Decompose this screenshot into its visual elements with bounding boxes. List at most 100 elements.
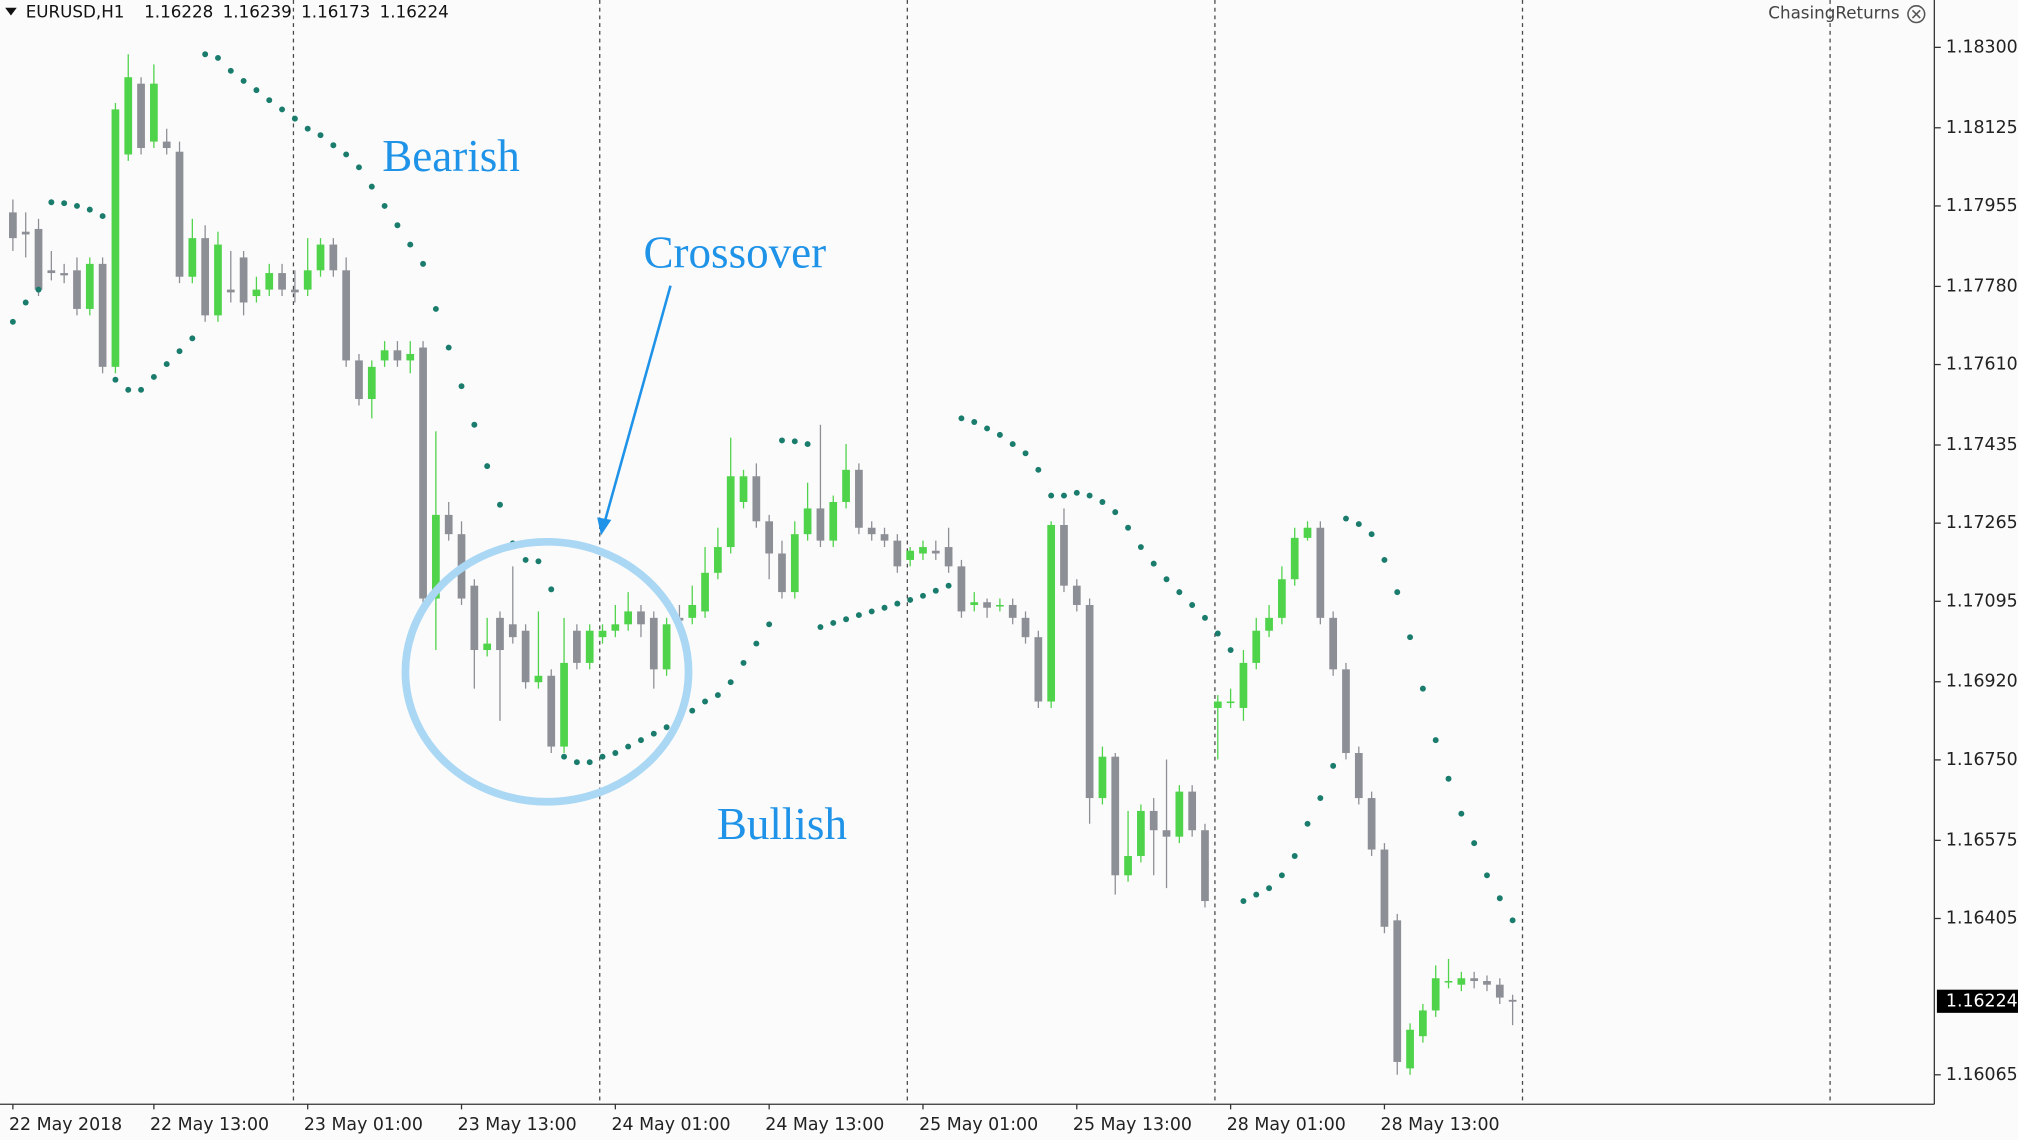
close-icon[interactable] [1907,5,1926,24]
sar-dot [227,67,234,74]
sar-dot [279,106,286,113]
y-tick-label: 1.16575 [1946,830,2018,850]
sar-dot [625,743,632,750]
candle-body [893,540,902,567]
sar-dot [317,132,324,139]
candle-body [714,547,722,573]
sar-dot [163,361,170,368]
candle-body [265,273,274,290]
sar-dot [920,592,926,599]
candle-body [752,476,761,522]
plot [9,51,1517,1075]
sar-dot [1048,492,1055,499]
candle-body [1431,978,1440,1011]
candle-body [303,270,312,290]
x-tick-label: 25 May 13:00 [1073,1115,1192,1135]
header-open: 1.16228 [144,1,213,21]
sar-dot [868,608,875,615]
sar-dot [804,441,811,448]
sar-dot [1419,685,1426,692]
sar-dot [1355,521,1362,528]
arrow-head [597,517,612,536]
sar-dot [650,730,657,737]
sar-dot [843,616,850,623]
candle-body [906,550,915,560]
candle-body [226,289,235,293]
candle-body [406,353,415,361]
candle-body [829,502,838,541]
close-x[interactable] [1911,9,1921,19]
candle-body [162,141,171,149]
sar-dot [689,707,696,714]
candle-body [85,263,94,309]
sar-dot [1073,489,1080,496]
sar-dot [996,431,1003,438]
sar-dot [1112,509,1119,516]
candle-body [662,624,671,670]
candle-body [150,83,158,142]
candle-body [1316,527,1325,618]
y-tick-label: 1.16405 [1946,908,2018,928]
sar-dot [484,463,491,470]
candle-body [970,602,979,605]
candle-body [1149,810,1158,831]
candle-body [534,675,543,683]
candle-body [1278,579,1286,618]
candle-body [778,553,786,593]
candle-body [496,617,504,651]
x-tick-label: 22 May 13:00 [150,1115,269,1135]
annotation: Bearish [382,131,520,181]
header-low: 1.16173 [301,1,370,21]
sar-dot [535,558,542,565]
y-tick-label: 1.16065 [1946,1065,2018,1085]
candle-body [329,244,338,271]
sar-dot [1330,762,1337,769]
sar-dot [458,383,465,390]
sar-dot [1061,492,1067,499]
x-tick-label: 23 May 01:00 [304,1115,423,1135]
candle-body [419,347,427,599]
sar-dot [727,679,734,686]
sar-dot [1163,576,1170,583]
x-tick-label: 23 May 13:00 [458,1115,577,1135]
sar-dot [253,87,260,94]
sar-dot [522,556,529,563]
sar-dot [86,206,93,213]
sar-dot [1368,531,1375,538]
candle-body [1290,537,1299,580]
sar-dot [1278,872,1285,879]
y-tick-label: 1.16920 [1946,672,2018,692]
candle-body [765,521,774,554]
header-close: 1.16224 [380,1,449,21]
x-tick-label: 28 May 01:00 [1227,1115,1346,1135]
sar-dot [291,115,298,122]
candle-body [355,360,363,400]
sar-dot [1304,820,1311,827]
candle-body [1034,637,1043,702]
candle-body [1201,830,1209,902]
sar-dot [766,621,773,628]
sar-dot [548,586,555,593]
candle-body [983,602,991,608]
sar-dot [1240,898,1247,904]
current-price: 1.16224 [1946,991,2018,1011]
candle-body [316,244,325,271]
y-tick-label: 1.16750 [1946,750,2018,770]
candle-body [470,585,479,651]
candle-body [1252,630,1261,663]
close-circle[interactable] [1907,5,1926,24]
sar-dot [266,97,273,104]
sar-dot [663,724,670,731]
candle-body [111,109,120,367]
sar-dot [189,335,196,342]
candle-body [1188,791,1197,831]
candle-body [547,675,556,747]
candle-body [201,238,210,316]
candle-body [73,270,81,309]
menu-triangle[interactable] [5,7,17,16]
sar-dot [1150,560,1157,567]
candle-body [1483,981,1491,985]
sar-dot [958,415,965,422]
candle-body [34,228,43,290]
